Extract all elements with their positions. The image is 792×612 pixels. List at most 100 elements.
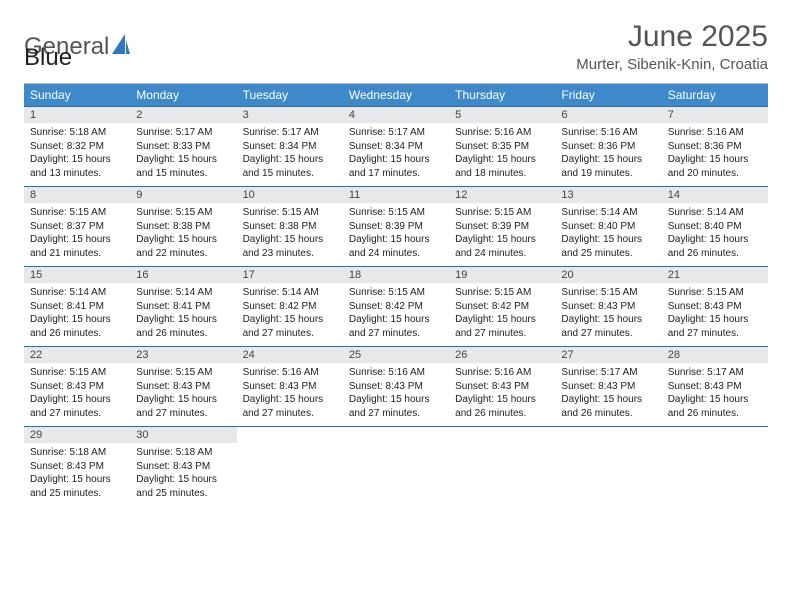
day-cell: 17Sunrise: 5:14 AMSunset: 8:42 PMDayligh…	[237, 267, 343, 346]
day-number: 25	[343, 347, 449, 363]
day-details: Sunrise: 5:14 AMSunset: 8:40 PMDaylight:…	[555, 203, 661, 266]
day-number: 27	[555, 347, 661, 363]
day-cell: ..	[343, 427, 449, 506]
day-header: Wednesday	[343, 84, 449, 106]
day-details: Sunrise: 5:15 AMSunset: 8:43 PMDaylight:…	[130, 363, 236, 426]
day-cell: 3Sunrise: 5:17 AMSunset: 8:34 PMDaylight…	[237, 107, 343, 186]
day-details: Sunrise: 5:18 AMSunset: 8:32 PMDaylight:…	[24, 123, 130, 186]
day-cell: 18Sunrise: 5:15 AMSunset: 8:42 PMDayligh…	[343, 267, 449, 346]
day-number: 11	[343, 187, 449, 203]
day-header: Saturday	[662, 84, 768, 106]
day-number: 3	[237, 107, 343, 123]
day-cell: 30Sunrise: 5:18 AMSunset: 8:43 PMDayligh…	[130, 427, 236, 506]
day-number: 29	[24, 427, 130, 443]
day-cell: 26Sunrise: 5:16 AMSunset: 8:43 PMDayligh…	[449, 347, 555, 426]
day-cell: 10Sunrise: 5:15 AMSunset: 8:38 PMDayligh…	[237, 187, 343, 266]
day-details: Sunrise: 5:15 AMSunset: 8:42 PMDaylight:…	[343, 283, 449, 346]
day-details: Sunrise: 5:15 AMSunset: 8:38 PMDaylight:…	[130, 203, 236, 266]
day-cell: 2Sunrise: 5:17 AMSunset: 8:33 PMDaylight…	[130, 107, 236, 186]
day-details: Sunrise: 5:18 AMSunset: 8:43 PMDaylight:…	[24, 443, 130, 506]
day-details: Sunrise: 5:16 AMSunset: 8:35 PMDaylight:…	[449, 123, 555, 186]
day-cell: 7Sunrise: 5:16 AMSunset: 8:36 PMDaylight…	[662, 107, 768, 186]
day-cell: 8Sunrise: 5:15 AMSunset: 8:37 PMDaylight…	[24, 187, 130, 266]
day-details: Sunrise: 5:14 AMSunset: 8:41 PMDaylight:…	[24, 283, 130, 346]
day-number: 24	[237, 347, 343, 363]
calendar-grid: SundayMondayTuesdayWednesdayThursdayFrid…	[24, 83, 768, 506]
title-block: June 2025 Murter, Sibenik-Knin, Croatia	[576, 20, 768, 73]
day-number: 21	[662, 267, 768, 283]
day-details: Sunrise: 5:15 AMSunset: 8:39 PMDaylight:…	[343, 203, 449, 266]
day-details: Sunrise: 5:15 AMSunset: 8:37 PMDaylight:…	[24, 203, 130, 266]
day-number: 15	[24, 267, 130, 283]
day-details: Sunrise: 5:17 AMSunset: 8:34 PMDaylight:…	[343, 123, 449, 186]
day-cell: 9Sunrise: 5:15 AMSunset: 8:38 PMDaylight…	[130, 187, 236, 266]
day-details: Sunrise: 5:16 AMSunset: 8:43 PMDaylight:…	[449, 363, 555, 426]
day-cell: 23Sunrise: 5:15 AMSunset: 8:43 PMDayligh…	[130, 347, 236, 426]
day-cell: 6Sunrise: 5:16 AMSunset: 8:36 PMDaylight…	[555, 107, 661, 186]
day-number: 23	[130, 347, 236, 363]
day-details: Sunrise: 5:15 AMSunset: 8:42 PMDaylight:…	[449, 283, 555, 346]
month-title: June 2025	[576, 20, 768, 54]
day-details: Sunrise: 5:15 AMSunset: 8:43 PMDaylight:…	[662, 283, 768, 346]
day-cell: 12Sunrise: 5:15 AMSunset: 8:39 PMDayligh…	[449, 187, 555, 266]
day-number: 30	[130, 427, 236, 443]
day-details: Sunrise: 5:16 AMSunset: 8:43 PMDaylight:…	[343, 363, 449, 426]
day-header: Friday	[555, 84, 661, 106]
day-details: Sunrise: 5:17 AMSunset: 8:43 PMDaylight:…	[555, 363, 661, 426]
day-cell: 24Sunrise: 5:16 AMSunset: 8:43 PMDayligh…	[237, 347, 343, 426]
day-cell: 19Sunrise: 5:15 AMSunset: 8:42 PMDayligh…	[449, 267, 555, 346]
day-cell: 25Sunrise: 5:16 AMSunset: 8:43 PMDayligh…	[343, 347, 449, 426]
day-header: Sunday	[24, 84, 130, 106]
day-details: Sunrise: 5:16 AMSunset: 8:36 PMDaylight:…	[555, 123, 661, 186]
day-details: Sunrise: 5:14 AMSunset: 8:41 PMDaylight:…	[130, 283, 236, 346]
brand-part2: Blue	[24, 44, 72, 72]
day-details: Sunrise: 5:15 AMSunset: 8:38 PMDaylight:…	[237, 203, 343, 266]
day-details: Sunrise: 5:15 AMSunset: 8:43 PMDaylight:…	[24, 363, 130, 426]
day-details: Sunrise: 5:15 AMSunset: 8:39 PMDaylight:…	[449, 203, 555, 266]
day-cell: 21Sunrise: 5:15 AMSunset: 8:43 PMDayligh…	[662, 267, 768, 346]
day-details: Sunrise: 5:14 AMSunset: 8:42 PMDaylight:…	[237, 283, 343, 346]
day-cell: 13Sunrise: 5:14 AMSunset: 8:40 PMDayligh…	[555, 187, 661, 266]
location: Murter, Sibenik-Knin, Croatia	[576, 56, 768, 73]
day-cell: ..	[449, 427, 555, 506]
day-cell: ..	[237, 427, 343, 506]
day-number: 12	[449, 187, 555, 203]
day-number: 9	[130, 187, 236, 203]
day-cell: 22Sunrise: 5:15 AMSunset: 8:43 PMDayligh…	[24, 347, 130, 426]
day-number: 16	[130, 267, 236, 283]
day-details: Sunrise: 5:15 AMSunset: 8:43 PMDaylight:…	[555, 283, 661, 346]
day-details: Sunrise: 5:16 AMSunset: 8:43 PMDaylight:…	[237, 363, 343, 426]
day-number: 2	[130, 107, 236, 123]
day-number: 20	[555, 267, 661, 283]
day-number: 22	[24, 347, 130, 363]
day-number: 8	[24, 187, 130, 203]
day-number: 5	[449, 107, 555, 123]
day-header: Tuesday	[237, 84, 343, 106]
day-cell: 27Sunrise: 5:17 AMSunset: 8:43 PMDayligh…	[555, 347, 661, 426]
day-details: Sunrise: 5:17 AMSunset: 8:33 PMDaylight:…	[130, 123, 236, 186]
day-number: 14	[662, 187, 768, 203]
header: General June 2025 Murter, Sibenik-Knin, …	[24, 20, 768, 73]
day-cell: 29Sunrise: 5:18 AMSunset: 8:43 PMDayligh…	[24, 427, 130, 506]
day-details: Sunrise: 5:17 AMSunset: 8:34 PMDaylight:…	[237, 123, 343, 186]
day-number: 13	[555, 187, 661, 203]
day-cell: 16Sunrise: 5:14 AMSunset: 8:41 PMDayligh…	[130, 267, 236, 346]
day-cell: 1Sunrise: 5:18 AMSunset: 8:32 PMDaylight…	[24, 107, 130, 186]
day-header: Thursday	[449, 84, 555, 106]
day-number: 19	[449, 267, 555, 283]
day-number: 26	[449, 347, 555, 363]
day-cell: 15Sunrise: 5:14 AMSunset: 8:41 PMDayligh…	[24, 267, 130, 346]
day-cell: 28Sunrise: 5:17 AMSunset: 8:43 PMDayligh…	[662, 347, 768, 426]
day-cell: 4Sunrise: 5:17 AMSunset: 8:34 PMDaylight…	[343, 107, 449, 186]
day-cell: 20Sunrise: 5:15 AMSunset: 8:43 PMDayligh…	[555, 267, 661, 346]
day-cell: ..	[555, 427, 661, 506]
day-cell: 5Sunrise: 5:16 AMSunset: 8:35 PMDaylight…	[449, 107, 555, 186]
page: General June 2025 Murter, Sibenik-Knin, …	[0, 0, 792, 612]
day-number: 28	[662, 347, 768, 363]
day-number: 7	[662, 107, 768, 123]
day-cell: 14Sunrise: 5:14 AMSunset: 8:40 PMDayligh…	[662, 187, 768, 266]
day-header: Monday	[130, 84, 236, 106]
day-cell: 11Sunrise: 5:15 AMSunset: 8:39 PMDayligh…	[343, 187, 449, 266]
day-details: Sunrise: 5:14 AMSunset: 8:40 PMDaylight:…	[662, 203, 768, 266]
day-number: 18	[343, 267, 449, 283]
